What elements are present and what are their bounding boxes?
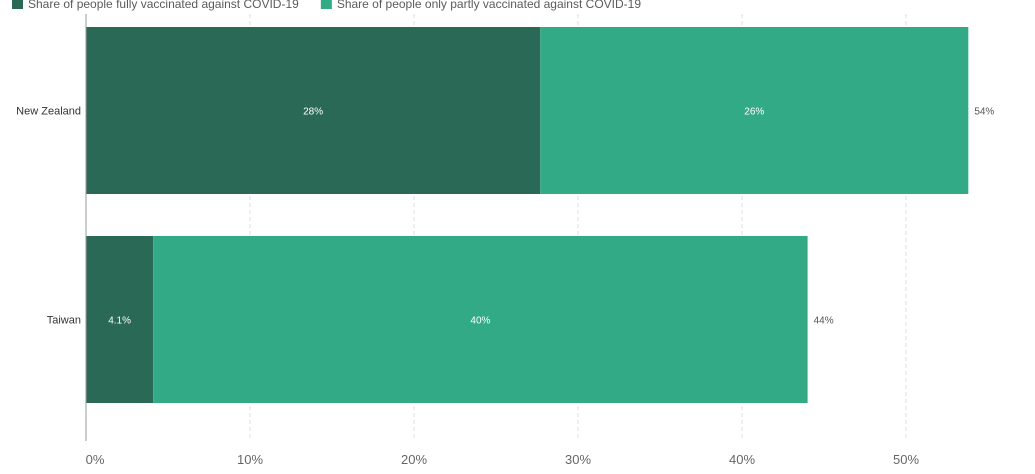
legend-swatch bbox=[320, 0, 332, 9]
category-label: New Zealand bbox=[16, 106, 81, 118]
total-value-label: 54% bbox=[974, 107, 994, 118]
bar-value-label: 4.1% bbox=[108, 316, 131, 327]
bar-value-label: 28% bbox=[303, 107, 323, 118]
bars bbox=[86, 27, 969, 403]
category-label: Taiwan bbox=[47, 315, 81, 327]
legend-item[interactable]: Share of people fully vaccinated against… bbox=[12, 0, 299, 11]
x-tick-label: 30% bbox=[565, 452, 591, 467]
x-tick-label: 10% bbox=[237, 452, 263, 467]
bar-segment[interactable] bbox=[86, 27, 541, 194]
x-tick-label: 20% bbox=[401, 452, 427, 467]
bar-value-label: 26% bbox=[744, 107, 764, 118]
x-tick-label: 0% bbox=[86, 452, 105, 467]
x-tick-label: 50% bbox=[893, 452, 919, 467]
bar-segment[interactable] bbox=[153, 236, 808, 403]
labels: 28% 26% New Zealand 54% 4.1% 40% Taiwan 44% bbox=[16, 106, 994, 327]
bar-segment[interactable] bbox=[540, 27, 969, 194]
x-tick-label: 40% bbox=[729, 452, 755, 467]
bar-segment[interactable] bbox=[86, 236, 154, 403]
legend-swatch bbox=[12, 0, 23, 9]
legend-item[interactable]: Share of people only partly vaccinated a… bbox=[320, 0, 641, 11]
total-value-label: 44% bbox=[814, 316, 834, 327]
bar-value-label: 40% bbox=[470, 316, 490, 327]
legend[interactable]: Share of people fully vaccinated against… bbox=[12, 0, 641, 11]
legend-label: Share of people fully vaccinated against… bbox=[28, 0, 299, 11]
x-axis: 0% 10% 20% 30% 40% 50% bbox=[85, 14, 919, 467]
legend-label: Share of people only partly vaccinated a… bbox=[337, 0, 641, 11]
